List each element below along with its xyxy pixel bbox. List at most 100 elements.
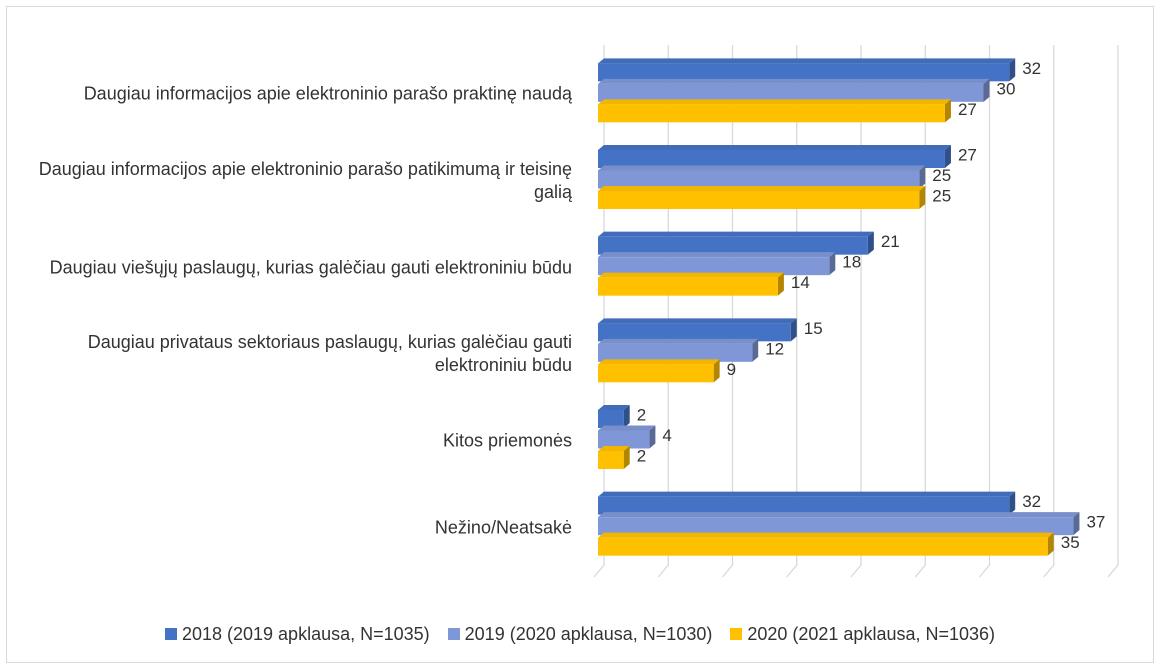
data-label: 15 bbox=[804, 319, 823, 338]
bar bbox=[598, 323, 791, 342]
bar-side bbox=[983, 78, 990, 102]
bar bbox=[598, 496, 1010, 515]
bar bbox=[598, 517, 1074, 536]
bar-side bbox=[867, 231, 874, 255]
bar-top bbox=[598, 99, 951, 105]
bar-top bbox=[598, 491, 1016, 497]
legend-swatch bbox=[447, 628, 460, 640]
data-label: 37 bbox=[1086, 513, 1105, 532]
category-label: Daugiau privataus sektoriaus paslaugų, k… bbox=[87, 332, 572, 376]
legend-swatch bbox=[730, 628, 743, 640]
grid-line bbox=[850, 45, 862, 578]
bar bbox=[598, 236, 868, 255]
bar bbox=[598, 364, 714, 383]
bar-top bbox=[598, 78, 990, 84]
bar-top bbox=[598, 252, 836, 258]
bar-side bbox=[919, 186, 926, 209]
bar-top bbox=[598, 532, 1054, 538]
bar-top bbox=[598, 446, 630, 451]
bar-top bbox=[598, 425, 656, 431]
bar bbox=[598, 170, 920, 189]
legend-swatch bbox=[164, 628, 177, 640]
grid-line bbox=[979, 45, 991, 578]
bar bbox=[598, 430, 650, 449]
bar-side bbox=[649, 425, 656, 449]
legend-label: 2019 (2020 apklausa, N=1030) bbox=[464, 624, 713, 644]
bar bbox=[598, 343, 753, 362]
data-label: 21 bbox=[881, 232, 900, 251]
bar-side bbox=[944, 145, 951, 168]
bar-side bbox=[1047, 532, 1054, 556]
bar bbox=[598, 257, 830, 276]
data-label: 9 bbox=[727, 360, 736, 379]
grid-line bbox=[1043, 45, 1055, 578]
data-label: 35 bbox=[1061, 533, 1080, 552]
data-label: 30 bbox=[997, 79, 1016, 98]
bar-top bbox=[598, 58, 1016, 64]
category-label: Daugiau viešųjų paslaugų, kurias galėčia… bbox=[49, 257, 572, 278]
bar-side bbox=[1009, 58, 1016, 82]
bar-side bbox=[1073, 512, 1080, 536]
data-label: 27 bbox=[958, 145, 977, 164]
category-label: Daugiau informacijos apie elektroninio p… bbox=[83, 83, 572, 104]
bar-side bbox=[919, 165, 926, 189]
bar-side bbox=[944, 99, 951, 123]
chart-border bbox=[6, 6, 1154, 663]
legend-item: 2018 (2019 apklausa, N=1035) bbox=[164, 624, 430, 645]
grid-line bbox=[786, 45, 798, 578]
grid-line bbox=[722, 45, 734, 578]
data-label: 18 bbox=[842, 253, 861, 272]
legend-item: 2019 (2020 apklausa, N=1030) bbox=[447, 624, 713, 645]
bar-top bbox=[598, 318, 797, 324]
bar bbox=[598, 150, 945, 168]
bar-top bbox=[598, 272, 784, 278]
grid-line bbox=[1107, 45, 1119, 578]
grid-line bbox=[914, 45, 926, 578]
bar-top bbox=[598, 165, 926, 171]
data-label: 25 bbox=[932, 166, 951, 185]
bar bbox=[598, 83, 984, 102]
data-label: 4 bbox=[662, 426, 671, 445]
data-label: 12 bbox=[765, 339, 784, 358]
bar bbox=[598, 451, 624, 469]
bar bbox=[598, 191, 920, 209]
legend: 2018 (2019 apklausa, N=1035) 2019 (2020 a… bbox=[0, 624, 1160, 645]
bar-side bbox=[623, 405, 630, 428]
category-label: Daugiau informacijos apie elektroninio p… bbox=[38, 159, 572, 202]
category-label: Kitos priemonės bbox=[442, 430, 572, 451]
bar-top bbox=[598, 512, 1080, 518]
bar-top bbox=[598, 405, 630, 410]
bar-top bbox=[598, 186, 926, 191]
data-label: 2 bbox=[637, 405, 646, 424]
bar-top bbox=[598, 338, 759, 344]
bar bbox=[598, 410, 624, 428]
data-label: 2 bbox=[637, 446, 646, 465]
bar-side bbox=[829, 252, 836, 276]
category-label: Nežino/Neatsakė bbox=[434, 517, 572, 538]
grid-line bbox=[593, 45, 605, 578]
bar bbox=[598, 537, 1048, 556]
bar-side bbox=[623, 446, 630, 469]
bar bbox=[598, 63, 1010, 82]
legend-item: 2020 (2021 apklausa, N=1036) bbox=[730, 624, 995, 645]
bar bbox=[598, 277, 778, 296]
data-label: 32 bbox=[1022, 59, 1041, 78]
bar-top bbox=[598, 231, 874, 237]
bar-top bbox=[598, 145, 951, 150]
bar-side bbox=[790, 318, 797, 342]
bar-side bbox=[777, 272, 784, 296]
data-label: 27 bbox=[958, 100, 977, 119]
bar-side bbox=[713, 359, 720, 383]
legend-label: 2018 (2019 apklausa, N=1035) bbox=[181, 624, 430, 644]
bar-side bbox=[752, 338, 759, 362]
bar bbox=[598, 104, 945, 123]
grid-line bbox=[657, 45, 669, 578]
data-label: 14 bbox=[791, 273, 810, 292]
legend-label: 2020 (2021 apklausa, N=1036) bbox=[747, 624, 996, 644]
data-label: 25 bbox=[932, 186, 951, 205]
bar-side bbox=[1009, 491, 1016, 515]
data-label: 32 bbox=[1022, 492, 1041, 511]
bar-top bbox=[598, 359, 720, 365]
